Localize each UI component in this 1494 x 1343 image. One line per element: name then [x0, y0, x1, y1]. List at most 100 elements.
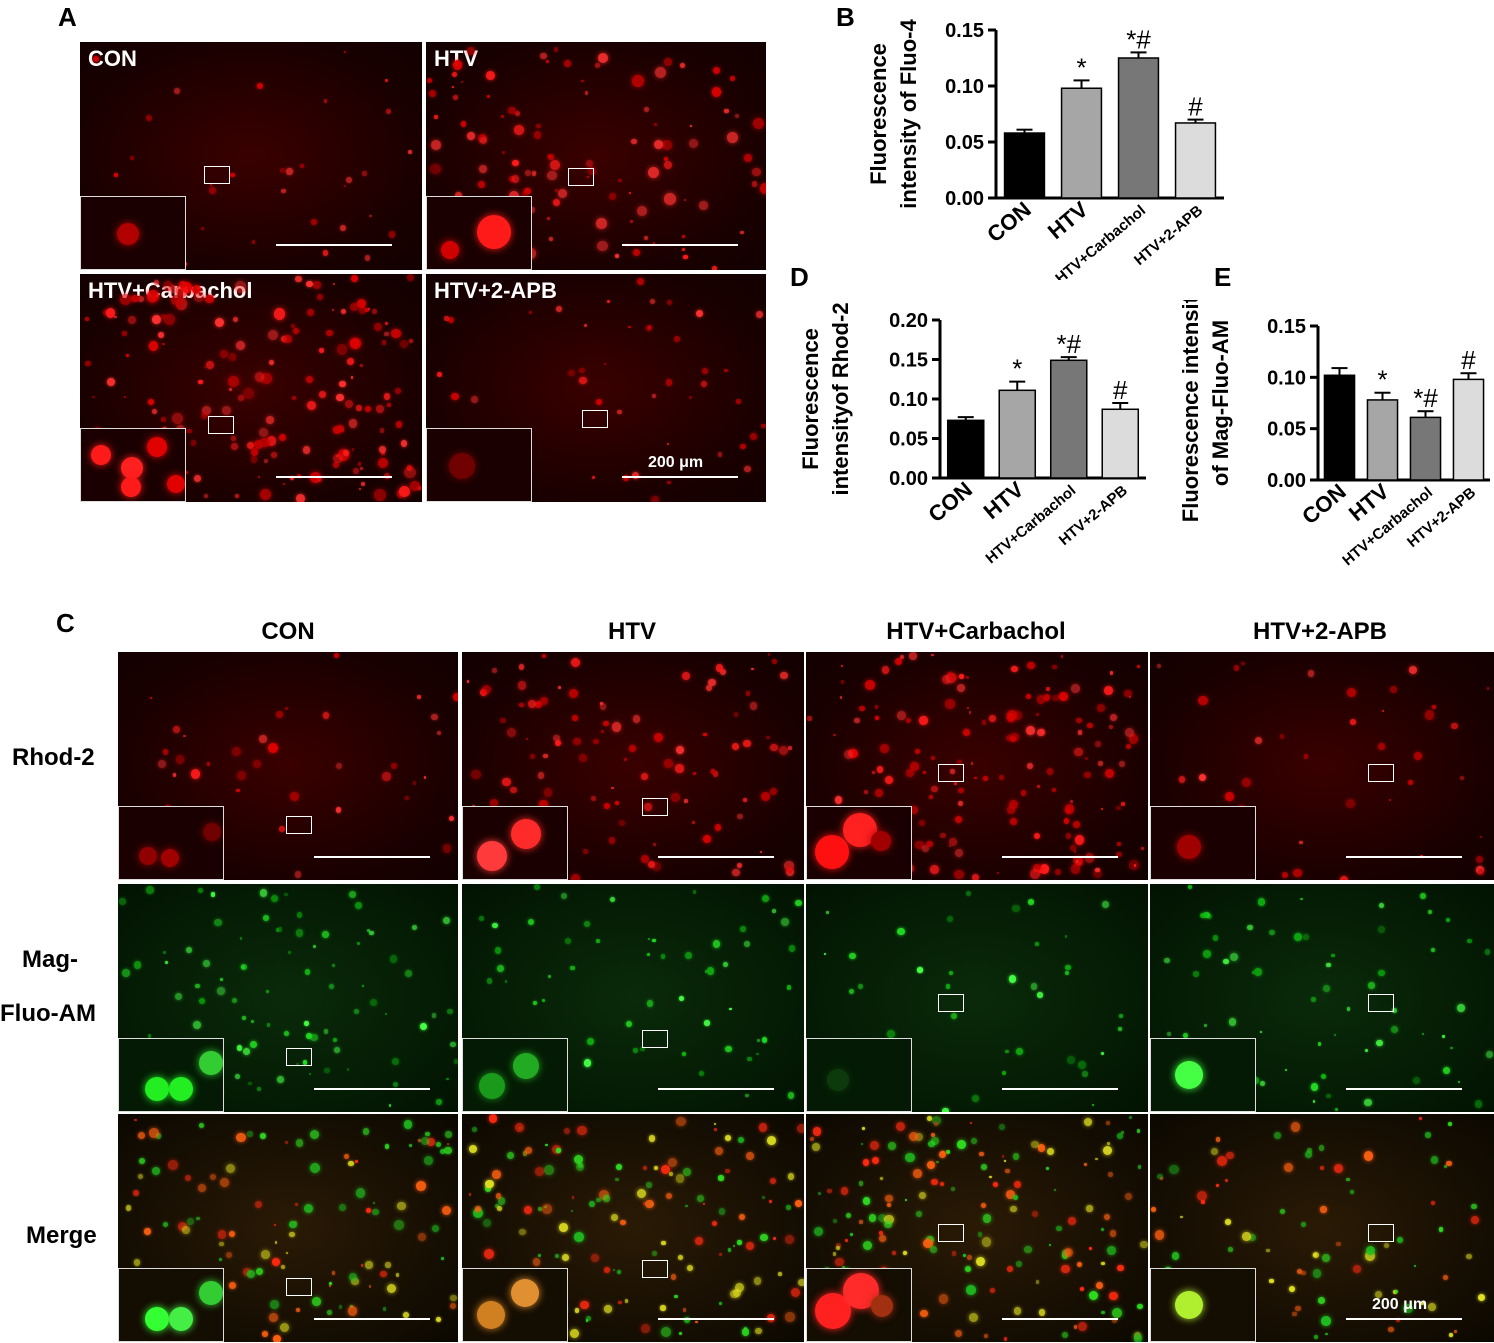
- cell-dot: [296, 1307, 300, 1312]
- cell-dot: [703, 1203, 706, 1206]
- cell-dot: [713, 1128, 717, 1131]
- cell-dot: [939, 1182, 944, 1187]
- cell-dot: [506, 1151, 514, 1159]
- zoom-region-box: [642, 1260, 668, 1278]
- cell-dot: [364, 405, 371, 412]
- cell-dot: [541, 653, 546, 658]
- cell-dot: [604, 1305, 612, 1313]
- cell-dot: [1259, 1081, 1265, 1087]
- cell-dot: [451, 85, 454, 89]
- cell-dot: [652, 938, 656, 943]
- cell-dot: [660, 1164, 671, 1175]
- cell-dot: [533, 131, 542, 139]
- cell-dot: [1446, 1160, 1453, 1167]
- cell-dot: [1350, 719, 1356, 725]
- cell-dot: [966, 706, 970, 710]
- cell-dot: [1326, 1093, 1332, 1099]
- cell-dot: [119, 898, 126, 905]
- cell-dot: [122, 331, 127, 336]
- cell-dot: [784, 1235, 794, 1245]
- cell-dot: [272, 1258, 280, 1267]
- scale-bar: [276, 244, 392, 246]
- cell-dot: [258, 476, 261, 479]
- micrograph-a-con: CON: [80, 42, 422, 270]
- cell-dot: [1346, 1177, 1350, 1182]
- cell-dot: [1242, 1232, 1251, 1241]
- cell-dot: [617, 410, 622, 415]
- cell-dot: [163, 281, 173, 292]
- cell-dot: [966, 891, 972, 897]
- cell-dot: [174, 87, 180, 94]
- cell-dot: [835, 1257, 844, 1267]
- cell-dot: [778, 746, 789, 756]
- cell-dot: [761, 894, 770, 903]
- cell-dot: [310, 1163, 320, 1174]
- cell-dot: [1313, 1334, 1319, 1340]
- cell-dot: [231, 746, 241, 756]
- cell-dot: [285, 1251, 289, 1255]
- cell-dot: [209, 184, 212, 187]
- cell-dot: [608, 837, 616, 845]
- panel-letter-c: C: [56, 608, 75, 638]
- cell-dot: [347, 358, 355, 365]
- cell-dot: [268, 359, 274, 365]
- cell-dot: [231, 443, 238, 450]
- cell-dot: [338, 1305, 343, 1309]
- cell-dot: [930, 1133, 935, 1137]
- cell-dot: [760, 791, 771, 802]
- cell-dot: [539, 696, 549, 706]
- cell-dot: [517, 681, 527, 690]
- cell-dot: [312, 945, 316, 949]
- bar: [1049, 359, 1088, 479]
- micrograph-c-mag-fluo-am-con: [118, 884, 458, 1112]
- inset-cell: [147, 437, 167, 457]
- cell-dot: [1390, 1025, 1398, 1033]
- cell-dot: [1128, 1116, 1132, 1120]
- cell-dot: [710, 769, 716, 775]
- cell-dot: [408, 338, 414, 344]
- cell-dot: [1010, 732, 1020, 742]
- cell-dot: [666, 442, 670, 445]
- cell-dot: [1118, 1013, 1124, 1019]
- cell-dot: [1453, 1329, 1457, 1333]
- cell-dot: [619, 1219, 626, 1226]
- cell-dot: [843, 749, 853, 759]
- cell-dot: [105, 308, 116, 318]
- cell-dot: [469, 1145, 478, 1154]
- cell-dot: [1157, 1174, 1163, 1180]
- cell-dot: [488, 1114, 498, 1123]
- cell-dot: [632, 75, 644, 87]
- cell-dot: [648, 326, 651, 329]
- cell-dot: [497, 1197, 506, 1205]
- cell-dot: [1448, 1333, 1453, 1337]
- cell-dot: [722, 961, 729, 968]
- cell-dot: [1294, 932, 1302, 941]
- cell-dot: [495, 1193, 502, 1199]
- cell-dot: [547, 974, 551, 978]
- cell-dot: [778, 1271, 782, 1276]
- cell-dot: [237, 395, 244, 402]
- cell-dot: [307, 400, 317, 410]
- cell-dot: [811, 1142, 820, 1151]
- cell-dot: [532, 248, 535, 251]
- cell-dot: [1013, 711, 1023, 720]
- cell-dot: [273, 1223, 277, 1227]
- cell-dot: [1222, 958, 1229, 965]
- cell-dot: [418, 1139, 421, 1142]
- cell-dot: [323, 98, 328, 103]
- cell-dot: [1430, 1156, 1439, 1164]
- cell-dot: [671, 793, 680, 802]
- cell-dot: [1137, 1165, 1141, 1169]
- cell-dot: [1225, 792, 1234, 802]
- cell-dot: [358, 306, 367, 314]
- micrograph-c-rhod2-con: [118, 652, 458, 880]
- cell-dot: [1408, 780, 1413, 786]
- cell-dot: [735, 398, 741, 404]
- cell-dot: [1259, 1030, 1263, 1034]
- cell-dot: [349, 1272, 358, 1281]
- cell-dot: [172, 412, 184, 424]
- cell-dot: [1460, 775, 1464, 780]
- cell-dot: [328, 984, 334, 990]
- cell-dot: [897, 927, 905, 936]
- cell-dot: [877, 1214, 886, 1223]
